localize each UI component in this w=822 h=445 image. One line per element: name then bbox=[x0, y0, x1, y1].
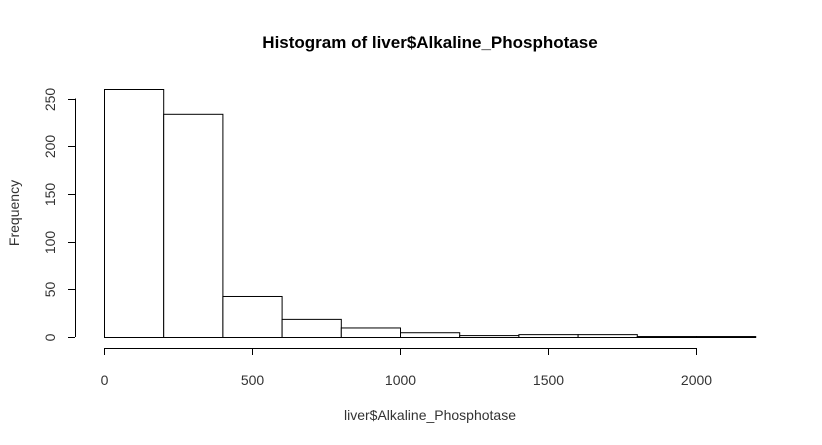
chart-title: Histogram of liver$Alkaline_Phosphotase bbox=[262, 33, 597, 52]
histogram-bar-7 bbox=[518, 334, 579, 338]
histogram-bar-3 bbox=[281, 318, 342, 338]
y-tick-label-4: 200 bbox=[42, 135, 58, 159]
y-tick-label-0: 0 bbox=[42, 333, 58, 341]
y-axis: 0 50 100 150 200 250 bbox=[42, 88, 76, 341]
x-tick-label-1: 500 bbox=[241, 372, 265, 388]
histogram-bar-5 bbox=[400, 332, 461, 339]
histogram-bars bbox=[104, 89, 757, 339]
x-axis: 0 500 1000 1500 2000 bbox=[101, 348, 712, 388]
x-tick-label-3: 1500 bbox=[533, 372, 564, 388]
x-tick-label-4: 2000 bbox=[681, 372, 712, 388]
y-tick-label-1: 50 bbox=[42, 282, 58, 298]
histogram-bar-6 bbox=[459, 335, 520, 339]
histogram-bar-8 bbox=[577, 334, 638, 338]
y-tick-label-2: 100 bbox=[42, 231, 58, 255]
y-axis-label: Frequency bbox=[6, 180, 22, 246]
histogram-bar-10 bbox=[696, 336, 757, 338]
histogram-bar-9 bbox=[636, 336, 697, 338]
x-axis-label: liver$Alkaline_Phosphotase bbox=[344, 407, 516, 423]
histogram-bar-2 bbox=[222, 295, 283, 339]
x-tick-label-2: 1000 bbox=[385, 372, 416, 388]
histogram-bar-4 bbox=[340, 327, 401, 339]
y-tick-label-5: 250 bbox=[42, 88, 58, 112]
histogram-bar-1 bbox=[163, 113, 224, 338]
x-tick-label-0: 0 bbox=[101, 372, 109, 388]
y-tick-label-3: 150 bbox=[42, 183, 58, 207]
histogram-bar-0 bbox=[104, 89, 165, 338]
